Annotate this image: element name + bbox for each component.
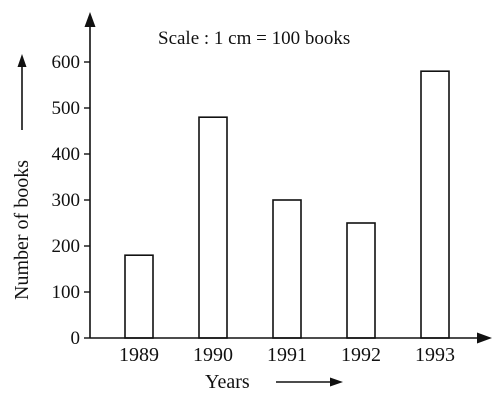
y-tick-label: 300	[52, 190, 81, 211]
y-tick-label: 600	[52, 52, 81, 73]
y-tick-label: 400	[52, 144, 81, 165]
x-axis-tick-labels: 1989 1990 1991 1992 1993	[119, 344, 455, 366]
bar-1993	[420, 70, 450, 339]
x-tick-label: 1990	[193, 344, 233, 366]
y-label-arrow-icon	[17, 54, 27, 67]
x-tick-label: 1989	[119, 344, 159, 366]
bar-1989	[124, 254, 154, 339]
x-tick-label: 1992	[341, 344, 381, 366]
x-axis-label: Years	[205, 371, 250, 393]
y-axis-ticks: 0 100 200 300 400 500 600	[52, 52, 90, 349]
y-tick-label: 500	[52, 98, 81, 119]
x-axis-arrow-icon	[477, 332, 492, 344]
x-tick-label: 1993	[415, 344, 455, 366]
y-tick-label: 200	[52, 236, 81, 257]
bar-1992	[346, 222, 376, 339]
x-tick-label: 1991	[267, 344, 307, 366]
y-tick-label: 0	[71, 328, 81, 349]
x-label-arrow-icon	[330, 377, 343, 387]
bar-1990	[198, 116, 228, 339]
y-axis-arrow-icon	[84, 12, 96, 27]
bar-1991	[272, 199, 302, 339]
y-axis-label: Number of books	[11, 160, 33, 300]
y-tick-label: 100	[52, 282, 81, 303]
chart-title: Scale : 1 cm = 100 books	[158, 28, 350, 49]
bars	[124, 70, 450, 339]
